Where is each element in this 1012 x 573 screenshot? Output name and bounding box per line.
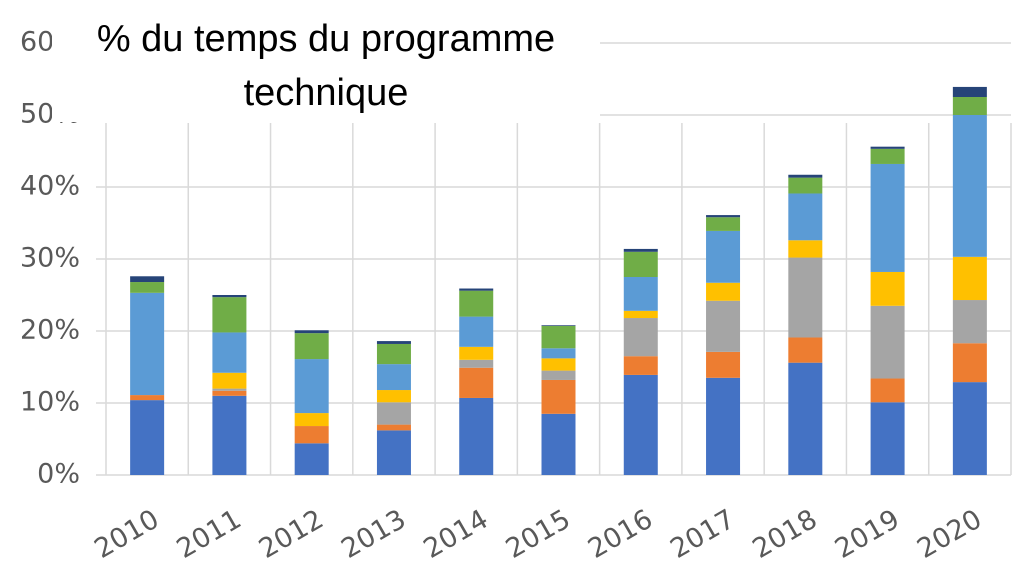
x-tick-label: 2017 bbox=[665, 504, 740, 565]
bar-segment bbox=[376, 390, 411, 403]
bar-segment bbox=[130, 395, 165, 401]
bar-segment bbox=[459, 346, 494, 360]
bar-segment bbox=[623, 318, 658, 357]
bar-segment bbox=[870, 402, 905, 475]
bar-segment bbox=[952, 115, 987, 257]
bar-segment bbox=[376, 430, 411, 475]
bar-segment bbox=[706, 230, 741, 283]
bar-segment bbox=[294, 426, 329, 444]
bar-segment bbox=[788, 193, 823, 241]
bar-segment bbox=[623, 310, 658, 319]
x-tick-label: 2019 bbox=[830, 504, 905, 565]
bar-segment bbox=[294, 359, 329, 414]
bar-segment bbox=[952, 343, 987, 383]
x-tick-label: 2013 bbox=[336, 504, 411, 565]
bar-segment bbox=[376, 343, 411, 365]
bar-segment bbox=[212, 388, 247, 391]
bar-segment bbox=[212, 390, 247, 396]
bar-segment bbox=[294, 443, 329, 475]
bar-segment bbox=[870, 305, 905, 379]
x-tick-label: 2010 bbox=[89, 504, 164, 565]
bar-segment bbox=[623, 248, 658, 252]
bar-segment bbox=[376, 424, 411, 431]
x-tick-label: 2018 bbox=[748, 504, 823, 565]
bar-segment bbox=[212, 372, 247, 389]
bar-segment bbox=[706, 217, 741, 231]
bar-segment bbox=[706, 351, 741, 378]
bar-segment bbox=[459, 290, 494, 317]
y-tick-label: 40% bbox=[20, 171, 80, 202]
bar-segment bbox=[541, 379, 576, 414]
bar-segment bbox=[870, 163, 905, 272]
bar-segment bbox=[459, 316, 494, 347]
chart-title: % du temps du programme technique bbox=[52, 0, 600, 122]
bar-segment bbox=[706, 300, 741, 352]
bar-segment bbox=[294, 333, 329, 360]
bar-segment bbox=[952, 256, 987, 301]
bar-segment bbox=[212, 297, 247, 333]
bar-segment bbox=[130, 282, 165, 293]
bar-segment bbox=[623, 356, 658, 375]
bar-segment bbox=[788, 362, 823, 475]
bar-segment bbox=[212, 395, 247, 475]
bar-segment bbox=[788, 177, 823, 194]
x-tick-label: 2014 bbox=[418, 504, 493, 565]
bar-segment bbox=[952, 97, 987, 115]
y-tick-label: 20% bbox=[20, 315, 80, 346]
bar-segment bbox=[541, 358, 576, 371]
bar-segment bbox=[541, 348, 576, 359]
bar-segment bbox=[870, 378, 905, 403]
bar-segment bbox=[706, 282, 741, 301]
bar-segment bbox=[952, 300, 987, 344]
bar-segment bbox=[788, 240, 823, 258]
bar-segment bbox=[294, 330, 329, 334]
bar-segment bbox=[788, 174, 823, 178]
bar-segment bbox=[706, 215, 741, 218]
bar-segment bbox=[130, 400, 165, 475]
bar-segment bbox=[706, 377, 741, 475]
bar-segment bbox=[376, 364, 411, 391]
y-tick-label: 0% bbox=[37, 459, 80, 490]
bar-segment bbox=[376, 341, 411, 344]
bar-segment bbox=[623, 251, 658, 277]
bar-segment bbox=[788, 337, 823, 363]
bar-segment bbox=[459, 359, 494, 368]
bar-segment bbox=[541, 325, 576, 349]
bar-segment bbox=[952, 86, 987, 97]
bar-segment bbox=[870, 271, 905, 306]
y-tick-label: 30% bbox=[20, 243, 80, 274]
x-tick-label: 2020 bbox=[912, 504, 987, 565]
bar-segment bbox=[459, 288, 494, 291]
bar-segment bbox=[212, 295, 247, 298]
bar-segment bbox=[541, 413, 576, 475]
bar-segment bbox=[870, 148, 905, 164]
y-tick-label: 10% bbox=[20, 387, 80, 418]
bar-segment bbox=[376, 402, 411, 425]
bar-segment bbox=[788, 257, 823, 338]
bar-segment bbox=[130, 292, 165, 396]
bar-segment bbox=[623, 374, 658, 475]
x-tick-label: 2012 bbox=[254, 504, 329, 565]
x-tick-label: 2015 bbox=[501, 504, 576, 565]
bar-segment bbox=[294, 413, 329, 427]
bar-segment bbox=[623, 277, 658, 311]
bar-segment bbox=[952, 382, 987, 475]
bar-segment bbox=[541, 370, 576, 380]
bar-segment bbox=[459, 367, 494, 398]
x-tick-label: 2011 bbox=[172, 504, 247, 565]
bar-segment bbox=[212, 332, 247, 373]
bar-segment bbox=[130, 276, 165, 283]
bar-segment bbox=[459, 397, 494, 475]
bar-segment bbox=[870, 146, 905, 149]
bar-segment bbox=[541, 325, 576, 326]
x-tick-label: 2016 bbox=[583, 504, 658, 565]
